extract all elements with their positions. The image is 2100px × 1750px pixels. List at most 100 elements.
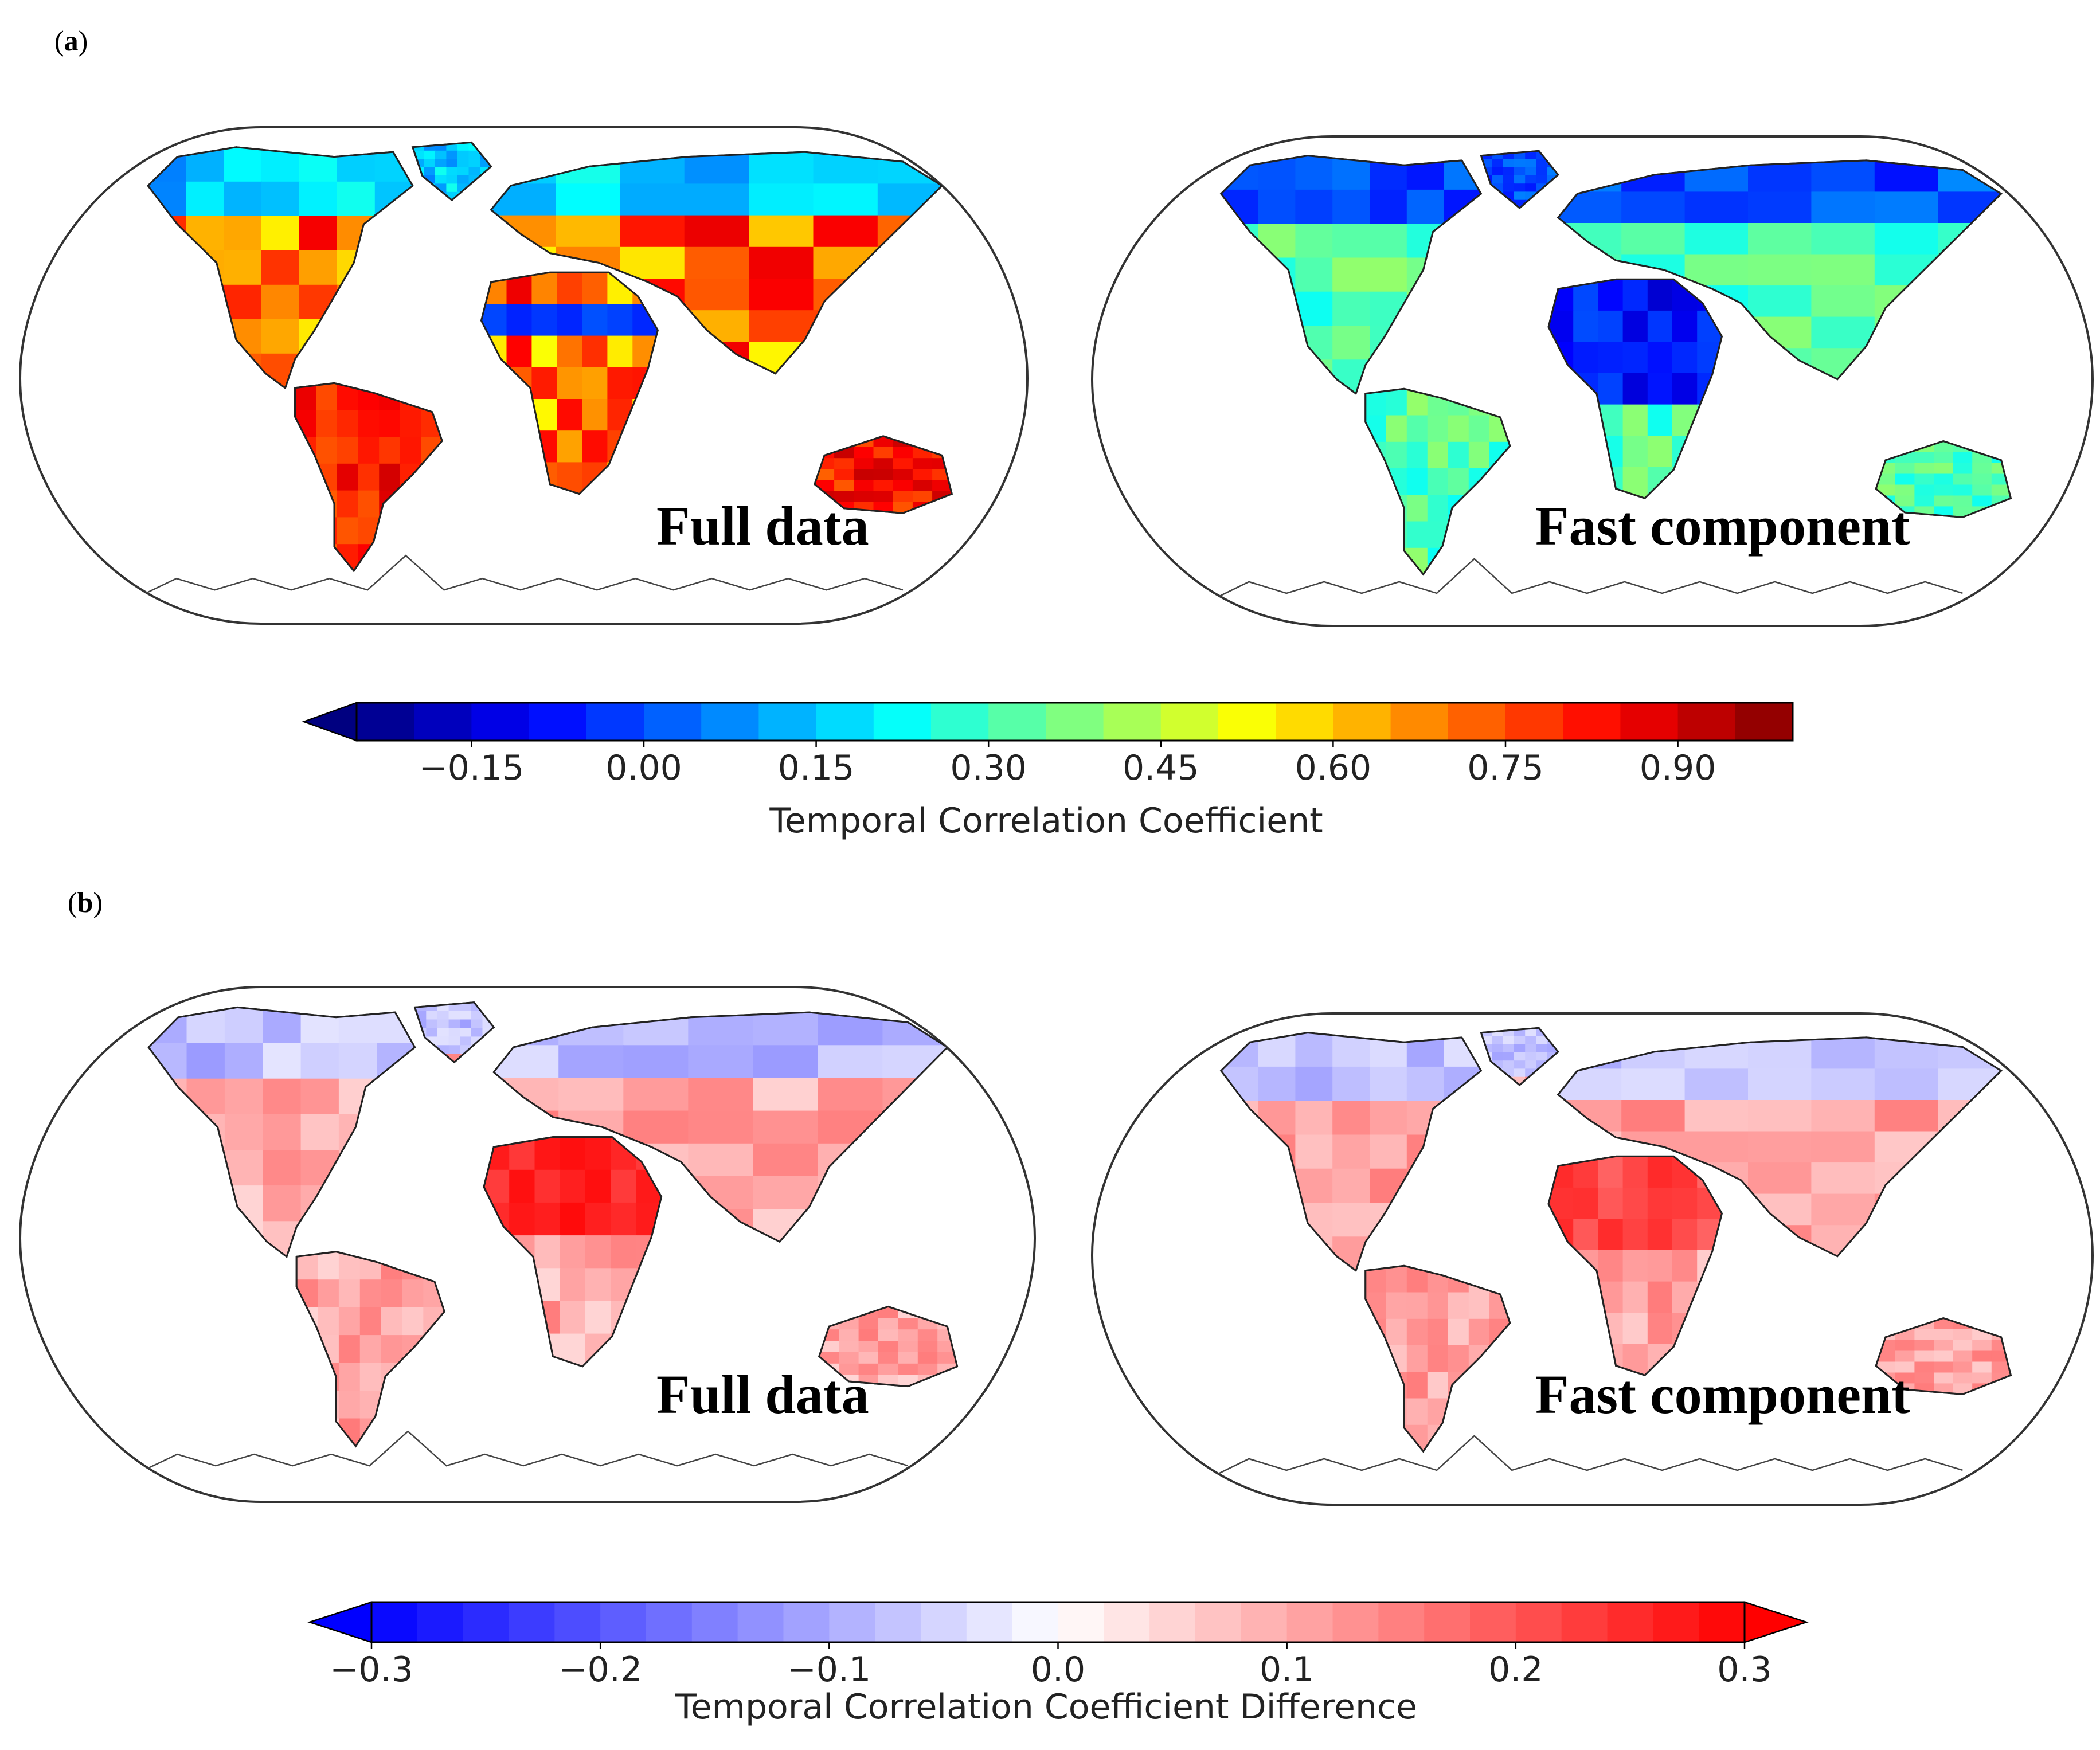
field-cell xyxy=(224,147,262,182)
field-cell xyxy=(839,1329,859,1342)
field-cell xyxy=(1647,1219,1673,1251)
field-cell xyxy=(1914,1361,1934,1373)
continent-australia-outline xyxy=(1875,1317,2012,1395)
field-cell xyxy=(1332,291,1370,326)
field-cell xyxy=(688,1078,754,1111)
field-cell xyxy=(457,142,470,151)
field-cell xyxy=(1874,191,1939,224)
field-cell xyxy=(186,181,225,217)
field-cell xyxy=(1684,254,1749,286)
colorbar-segment xyxy=(1607,1602,1654,1642)
field-cell xyxy=(582,399,608,432)
field-cell xyxy=(1536,1036,1548,1045)
field-cell xyxy=(1370,224,1407,259)
colorbar-segment xyxy=(1515,1602,1562,1642)
field-cell xyxy=(623,1110,689,1144)
colorbar-segment xyxy=(509,1602,556,1642)
field-cell xyxy=(1748,1131,1812,1163)
field-cell xyxy=(299,181,338,217)
field-cell xyxy=(1874,1100,1939,1132)
field-cell xyxy=(1684,223,1749,255)
field-cell xyxy=(1525,183,1537,193)
field-cell xyxy=(1573,310,1599,343)
field-cell xyxy=(839,1363,859,1376)
map-fast-component-correlation: Fast component xyxy=(1091,135,2094,627)
colorbar-segment xyxy=(1620,703,1679,741)
field-cell xyxy=(1386,1266,1407,1293)
field-cell xyxy=(1748,1162,1812,1195)
field-cell xyxy=(1972,1361,1992,1373)
colorbar-segment xyxy=(988,703,1047,741)
field-cell xyxy=(1370,257,1407,292)
field-cell xyxy=(873,447,894,459)
colorbar-segment xyxy=(1390,703,1449,741)
field-cell xyxy=(446,159,458,168)
field-cell xyxy=(1934,463,1954,475)
colorbar-segment xyxy=(1332,1602,1379,1642)
field-cell xyxy=(1621,1068,1686,1101)
field-cell xyxy=(509,1169,535,1203)
colorbar-extend-min xyxy=(307,1601,373,1643)
field-cell xyxy=(448,1011,461,1020)
field-cell xyxy=(560,1202,586,1236)
field-cell xyxy=(261,181,300,217)
colorbar-segment xyxy=(1160,703,1219,741)
field-cell xyxy=(1934,1329,1954,1341)
colorbar-segment xyxy=(1046,703,1104,741)
field-cell xyxy=(688,1143,754,1177)
field-cell xyxy=(813,215,878,248)
field-cell xyxy=(1895,473,1915,486)
field-cell xyxy=(1895,495,1915,507)
field-cell xyxy=(1748,223,1812,255)
field-cell xyxy=(1811,1068,1875,1101)
field-cell xyxy=(1647,1313,1673,1345)
field-cell xyxy=(337,463,359,491)
field-cell xyxy=(585,1235,612,1269)
field-cell xyxy=(854,480,874,492)
field-cell xyxy=(534,1137,561,1170)
field-cell xyxy=(607,304,633,336)
field-cell xyxy=(878,1341,899,1353)
field-cell xyxy=(338,1363,361,1392)
field-cell xyxy=(1514,1068,1526,1078)
field-cell xyxy=(299,250,338,285)
field-cell xyxy=(749,183,814,216)
field-cell xyxy=(1622,1187,1648,1220)
colorbar-segment xyxy=(1561,1602,1608,1642)
field-cell xyxy=(1295,1134,1333,1169)
field-cell xyxy=(917,1329,938,1342)
colorbar-segment xyxy=(875,1602,921,1642)
field-cell xyxy=(1295,224,1333,259)
field-cell xyxy=(585,1169,612,1203)
field-cell xyxy=(585,1137,612,1170)
field-cell xyxy=(1672,310,1698,343)
colorbar-tick-label: 0.45 xyxy=(1123,748,1199,788)
field-cell xyxy=(1647,342,1673,374)
field-cell xyxy=(1672,1219,1698,1251)
field-cell xyxy=(359,1307,382,1336)
field-cell xyxy=(1295,155,1333,190)
antarctica-coastline xyxy=(138,1430,908,1474)
colorbar-segment xyxy=(1563,703,1621,741)
field-cell xyxy=(607,367,633,400)
field-cell xyxy=(1622,404,1648,437)
field-cell xyxy=(1684,191,1749,224)
field-cell xyxy=(1684,1131,1749,1163)
field-cell xyxy=(1953,1340,1973,1352)
colorbar-segment xyxy=(1241,1602,1288,1642)
field-cell xyxy=(338,1335,361,1364)
field-cell xyxy=(381,1335,403,1364)
antarctica-coastline xyxy=(138,554,904,598)
field-cell xyxy=(1647,310,1673,343)
map-label: Full data xyxy=(656,495,869,557)
field-cell xyxy=(1258,189,1296,225)
field-cell xyxy=(1492,175,1504,185)
field-cell xyxy=(1811,160,1875,193)
field-cell xyxy=(318,1307,339,1336)
field-cell xyxy=(1991,1361,2011,1373)
field-cell xyxy=(1953,473,1973,486)
continent-south-america-outline xyxy=(1364,1264,1511,1453)
field-cell xyxy=(1536,175,1548,185)
field-cell xyxy=(858,1363,879,1376)
field-cell xyxy=(224,250,262,285)
